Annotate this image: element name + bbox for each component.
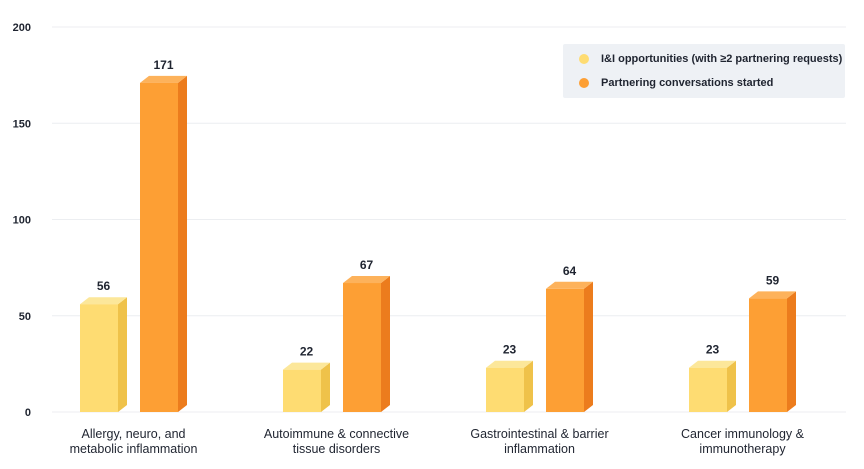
legend-item-opportunities: I&I opportunities (with ≥2 partnering re… xyxy=(579,53,842,65)
x-tick-label: Gastrointestinal & barrier inflammation xyxy=(470,427,608,456)
legend-label-conversations: Partnering conversations started xyxy=(601,77,774,89)
bar xyxy=(749,291,796,412)
bar-top xyxy=(689,360,736,368)
bar xyxy=(486,360,533,412)
x-tick-label: Autoimmune & connective tissue disorders xyxy=(264,427,409,456)
legend: I&I opportunities (with ≥2 partnering re… xyxy=(563,44,845,98)
bar xyxy=(689,360,736,412)
legend-swatch-conversations xyxy=(579,78,589,88)
data-label: 22 xyxy=(300,345,314,359)
bar-side xyxy=(787,291,796,412)
data-label: 67 xyxy=(360,258,374,272)
bar-top xyxy=(80,297,127,305)
x-tick-label: Allergy, neuro, and metabolic inflammatio… xyxy=(70,427,198,456)
bar-side xyxy=(178,75,187,412)
bar-top xyxy=(140,75,187,83)
bar-front xyxy=(546,288,584,412)
y-tick-label: 150 xyxy=(13,118,31,130)
bar-front xyxy=(140,82,178,412)
bar-front xyxy=(749,298,787,412)
y-tick-label: 50 xyxy=(19,311,31,323)
bar-side xyxy=(727,360,736,412)
x-axis: Allergy, neuro, and metabolic inflammatio… xyxy=(70,427,805,456)
data-label: 23 xyxy=(706,343,720,357)
bar-side xyxy=(381,276,390,412)
data-label: 171 xyxy=(153,58,173,72)
bar xyxy=(283,362,330,412)
data-label: 56 xyxy=(97,279,111,293)
y-tick-label: 200 xyxy=(13,22,31,34)
y-tick-label: 100 xyxy=(13,215,31,227)
bar-top xyxy=(283,362,330,370)
bar-top xyxy=(486,360,533,368)
bar-side xyxy=(321,362,330,412)
y-axis: 0 50 100 150 200 xyxy=(13,22,31,419)
bar-top xyxy=(546,281,593,289)
bar-top xyxy=(343,276,390,284)
data-label: 64 xyxy=(563,264,577,278)
y-tick-label: 0 xyxy=(25,407,31,419)
bar xyxy=(80,297,127,412)
bar-side xyxy=(118,297,127,412)
bar xyxy=(546,281,593,412)
legend-label-opportunities: I&I opportunities (with ≥2 partnering re… xyxy=(601,53,843,65)
legend-item-conversations: Partnering conversations started xyxy=(579,77,773,89)
bar-front xyxy=(80,304,118,412)
bar-top xyxy=(749,291,796,299)
bars: 56 171 22 67 23 64 23 59 xyxy=(80,58,796,412)
data-label: 59 xyxy=(766,273,780,287)
bar-front xyxy=(283,369,321,412)
bar-side xyxy=(584,281,593,412)
data-label: 23 xyxy=(503,343,517,357)
bar-side xyxy=(524,360,533,412)
bar-front xyxy=(486,367,524,412)
bar-front xyxy=(343,283,381,412)
bar-front xyxy=(689,367,727,412)
x-tick-label: Cancer immunology & immunotherapy xyxy=(681,427,805,456)
bar xyxy=(140,75,187,412)
legend-swatch-opportunities xyxy=(579,54,589,64)
bar xyxy=(343,276,390,412)
